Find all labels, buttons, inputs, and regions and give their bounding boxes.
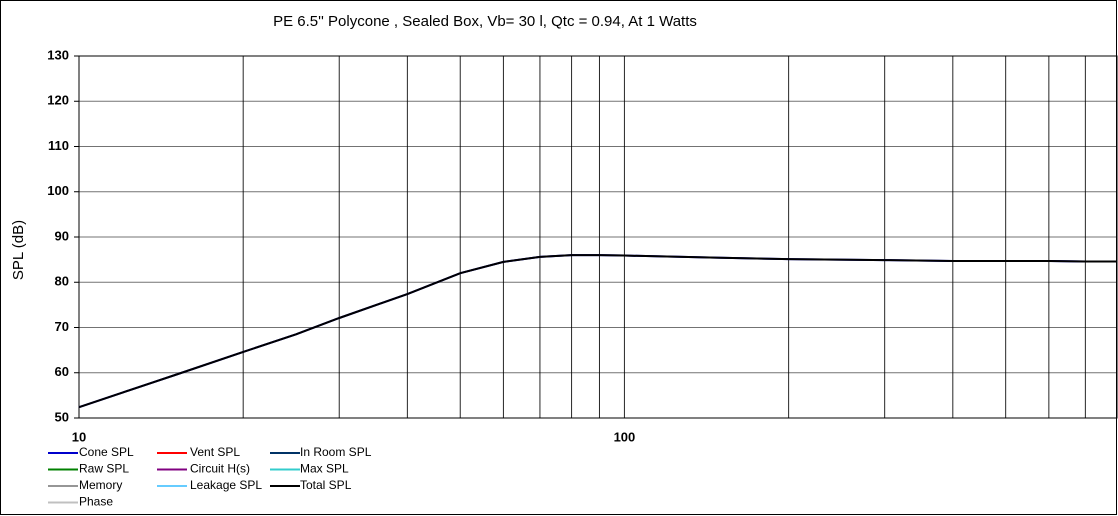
y-axis-title: SPL (dB) <box>10 220 27 280</box>
y-tick-label: 70 <box>55 319 69 334</box>
y-tick-label: 50 <box>55 409 69 424</box>
legend-label: Max SPL <box>300 462 349 476</box>
y-tick-label: 80 <box>55 274 69 289</box>
chart-title: PE 6.5'' Polycone , Sealed Box, Vb= 30 l… <box>273 13 697 30</box>
legend-label: In Room SPL <box>300 445 372 459</box>
y-tick-label: 60 <box>55 364 69 379</box>
plot-frame <box>78 55 1118 419</box>
legend-label: Phase <box>79 495 113 509</box>
x-tick-label: 100 <box>614 429 636 444</box>
series-line <box>78 254 1117 409</box>
legend-label: Leakage SPL <box>190 478 262 492</box>
legend-label: Vent SPL <box>190 445 240 459</box>
y-tick-label: 100 <box>47 183 69 198</box>
legend-label: Circuit H(s) <box>190 462 250 476</box>
y-tick-label: 90 <box>55 228 69 243</box>
legend-label: Memory <box>79 478 122 492</box>
y-tick-label: 130 <box>47 47 69 62</box>
y-tick-label: 120 <box>47 93 69 108</box>
x-tick-label: 10 <box>72 429 86 444</box>
y-tick-label: 110 <box>48 138 69 153</box>
legend-label: Raw SPL <box>79 462 129 476</box>
legend-label: Total SPL <box>300 478 352 492</box>
legend-label: Cone SPL <box>79 445 134 459</box>
